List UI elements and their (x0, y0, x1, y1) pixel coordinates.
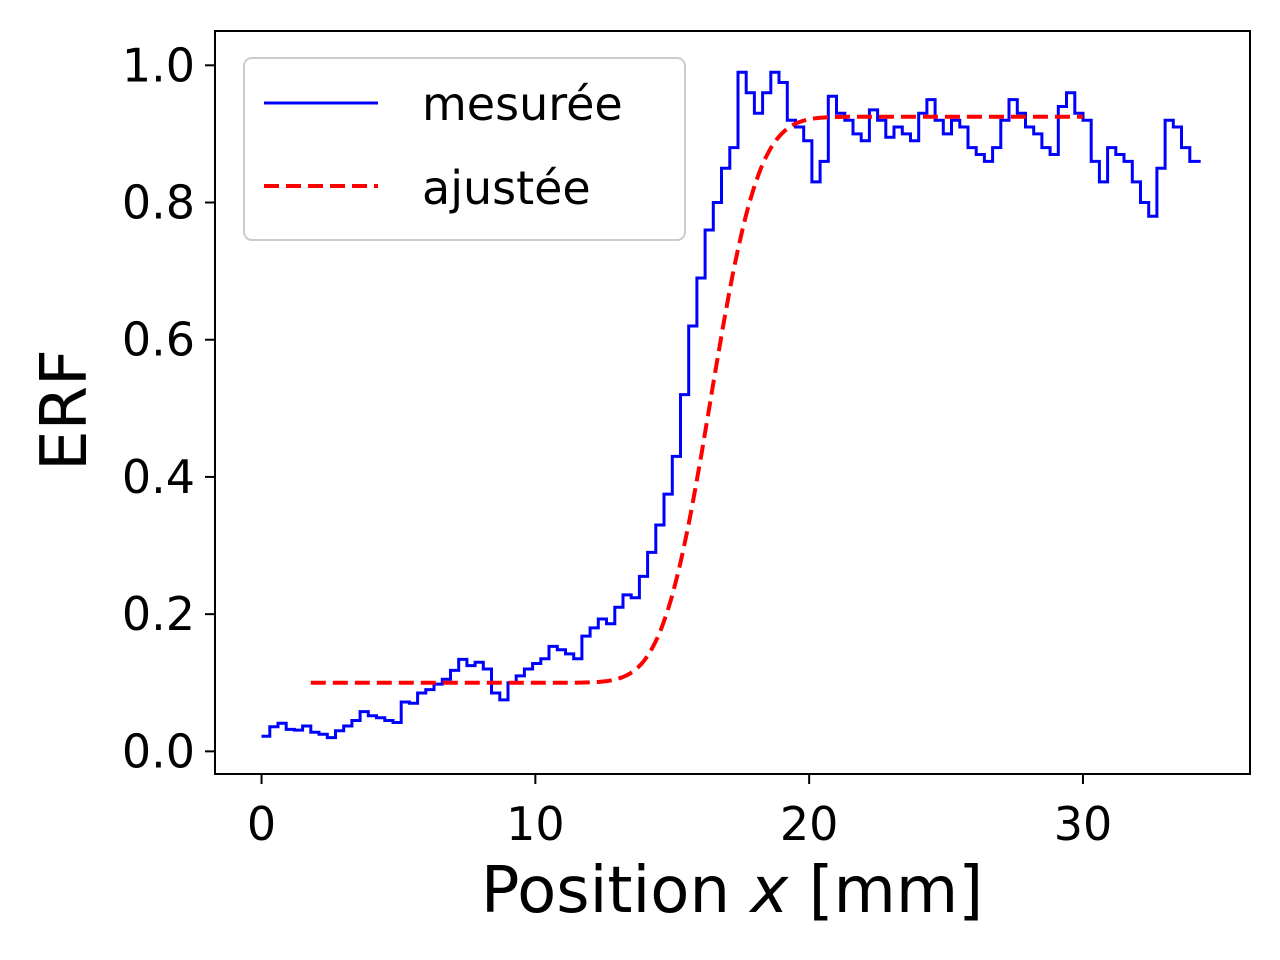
y-tick-label: 1.0 (122, 38, 195, 92)
x-tick-label: 30 (1054, 797, 1113, 851)
plot-frame (214, 30, 1251, 775)
y-tick-label: 0.4 (122, 450, 195, 504)
y-tick-label: 0.2 (122, 587, 195, 641)
x-tick-label: 10 (506, 797, 565, 851)
y-axis: 0.0 0.2 0.4 0.6 0.8 1.0 (122, 38, 215, 778)
x-axis: 0 10 20 30 (247, 774, 1112, 851)
y-axis-label: ERF (28, 349, 102, 471)
x-tick-label: 0 (247, 797, 276, 851)
y-tick-label: 0.0 (122, 724, 195, 778)
legend-label-fitted: ajustée (422, 161, 591, 215)
x-tick-label: 20 (780, 797, 839, 851)
x-axis-label: Position x [mm] (481, 854, 983, 928)
series-fitted-line (310, 114, 1083, 685)
y-tick-label: 0.6 (122, 313, 195, 367)
series-measured-line (261, 70, 1201, 740)
plot-area (261, 70, 1201, 740)
legend-label-measured: mesurée (422, 77, 623, 131)
y-tick-label: 0.8 (122, 176, 195, 230)
legend: mesurée ajustée (243, 57, 686, 241)
